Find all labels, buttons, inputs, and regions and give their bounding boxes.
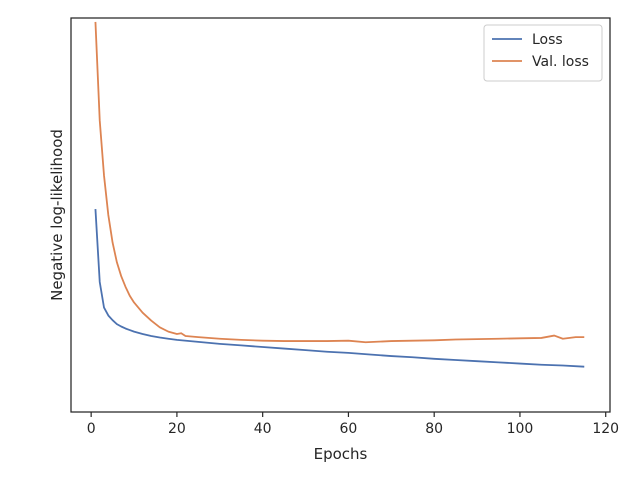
series-line-1: [94, 209, 585, 368]
axes-frame: [70, 17, 611, 413]
x-tick-label: 0: [87, 421, 96, 437]
x-tick-label: 120: [592, 421, 619, 437]
x-axis-label: Epochs: [314, 445, 368, 463]
x-tick-label: 40: [254, 421, 272, 437]
x-tick-label: 20: [168, 421, 186, 437]
x-tick-label: 60: [340, 421, 358, 437]
legend-label: Loss: [532, 32, 563, 48]
legend-label: Val. loss: [532, 54, 589, 70]
x-tick-label: 100: [507, 421, 534, 437]
x-tick-label: 80: [425, 421, 443, 437]
series-line-2: [94, 21, 585, 344]
y-axis-label: Negative log-likelihood: [48, 129, 66, 301]
legend: Loss Val. loss: [483, 24, 603, 82]
x-axis-ticks: 0 20 40 60 80 100 120: [87, 412, 619, 437]
series-layer: [94, 21, 585, 368]
